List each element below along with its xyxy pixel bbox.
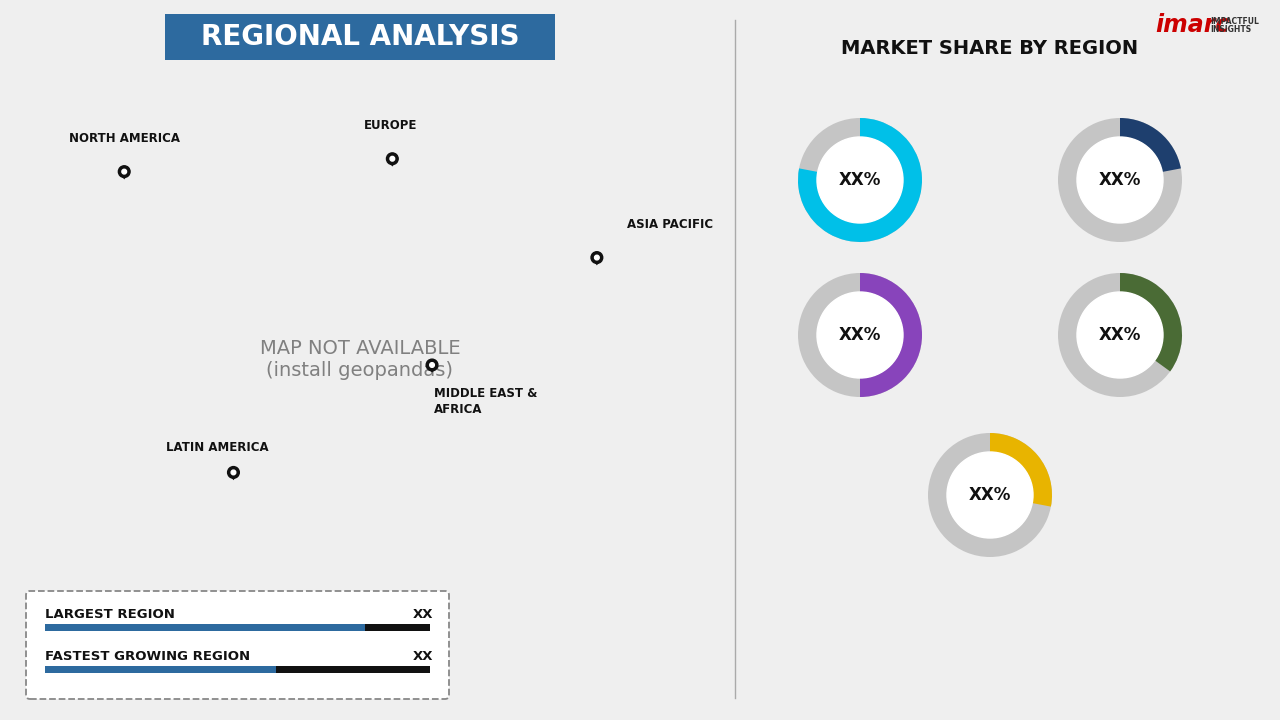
Circle shape [387,153,398,165]
Circle shape [122,169,127,174]
Text: XX%: XX% [1098,171,1142,189]
FancyBboxPatch shape [45,666,276,673]
Text: XX: XX [412,650,433,664]
Wedge shape [797,273,922,397]
Wedge shape [928,433,1052,557]
Wedge shape [797,118,922,242]
Text: MARKET SHARE BY REGION: MARKET SHARE BY REGION [841,38,1139,58]
Circle shape [118,166,131,177]
Circle shape [430,363,434,367]
Polygon shape [387,158,398,166]
Text: ASIA PACIFIC: ASIA PACIFIC [627,218,713,231]
Circle shape [594,255,599,260]
FancyBboxPatch shape [276,666,430,673]
Polygon shape [118,171,131,179]
Circle shape [947,452,1033,538]
Wedge shape [1059,273,1181,397]
Circle shape [390,156,394,161]
Text: MAP NOT AVAILABLE
(install geopandas): MAP NOT AVAILABLE (install geopandas) [260,340,461,380]
Polygon shape [426,365,438,373]
Circle shape [591,252,603,264]
Text: FASTEST GROWING REGION: FASTEST GROWING REGION [45,650,250,664]
Wedge shape [989,433,1052,507]
Wedge shape [1059,118,1181,242]
Text: XX%: XX% [1098,326,1142,344]
Circle shape [232,470,236,474]
Text: REGIONAL ANALYSIS: REGIONAL ANALYSIS [201,23,520,51]
Wedge shape [1120,118,1181,172]
FancyBboxPatch shape [45,624,365,631]
Wedge shape [860,273,922,397]
FancyBboxPatch shape [365,624,430,631]
Text: XX%: XX% [969,486,1011,504]
Circle shape [426,359,438,371]
Circle shape [228,467,239,478]
Text: XX%: XX% [838,171,881,189]
Text: imarc: imarc [1155,13,1229,37]
Circle shape [817,292,902,378]
Text: EUROPE: EUROPE [364,119,417,132]
Circle shape [817,137,902,223]
Text: IMPACTFUL: IMPACTFUL [1210,17,1258,27]
Text: LATIN AMERICA: LATIN AMERICA [166,441,269,454]
Text: MIDDLE EAST &
AFRICA: MIDDLE EAST & AFRICA [434,387,538,415]
FancyBboxPatch shape [26,591,449,699]
Circle shape [1076,137,1164,223]
Text: XX: XX [412,608,433,621]
Polygon shape [228,472,239,480]
Text: LARGEST REGION: LARGEST REGION [45,608,175,621]
Text: XX%: XX% [838,326,881,344]
Text: INSIGHTS: INSIGHTS [1210,25,1251,35]
Wedge shape [797,118,922,242]
FancyBboxPatch shape [165,14,556,60]
Polygon shape [591,258,603,266]
Wedge shape [1120,273,1181,372]
Text: NORTH AMERICA: NORTH AMERICA [69,132,179,145]
Circle shape [1076,292,1164,378]
